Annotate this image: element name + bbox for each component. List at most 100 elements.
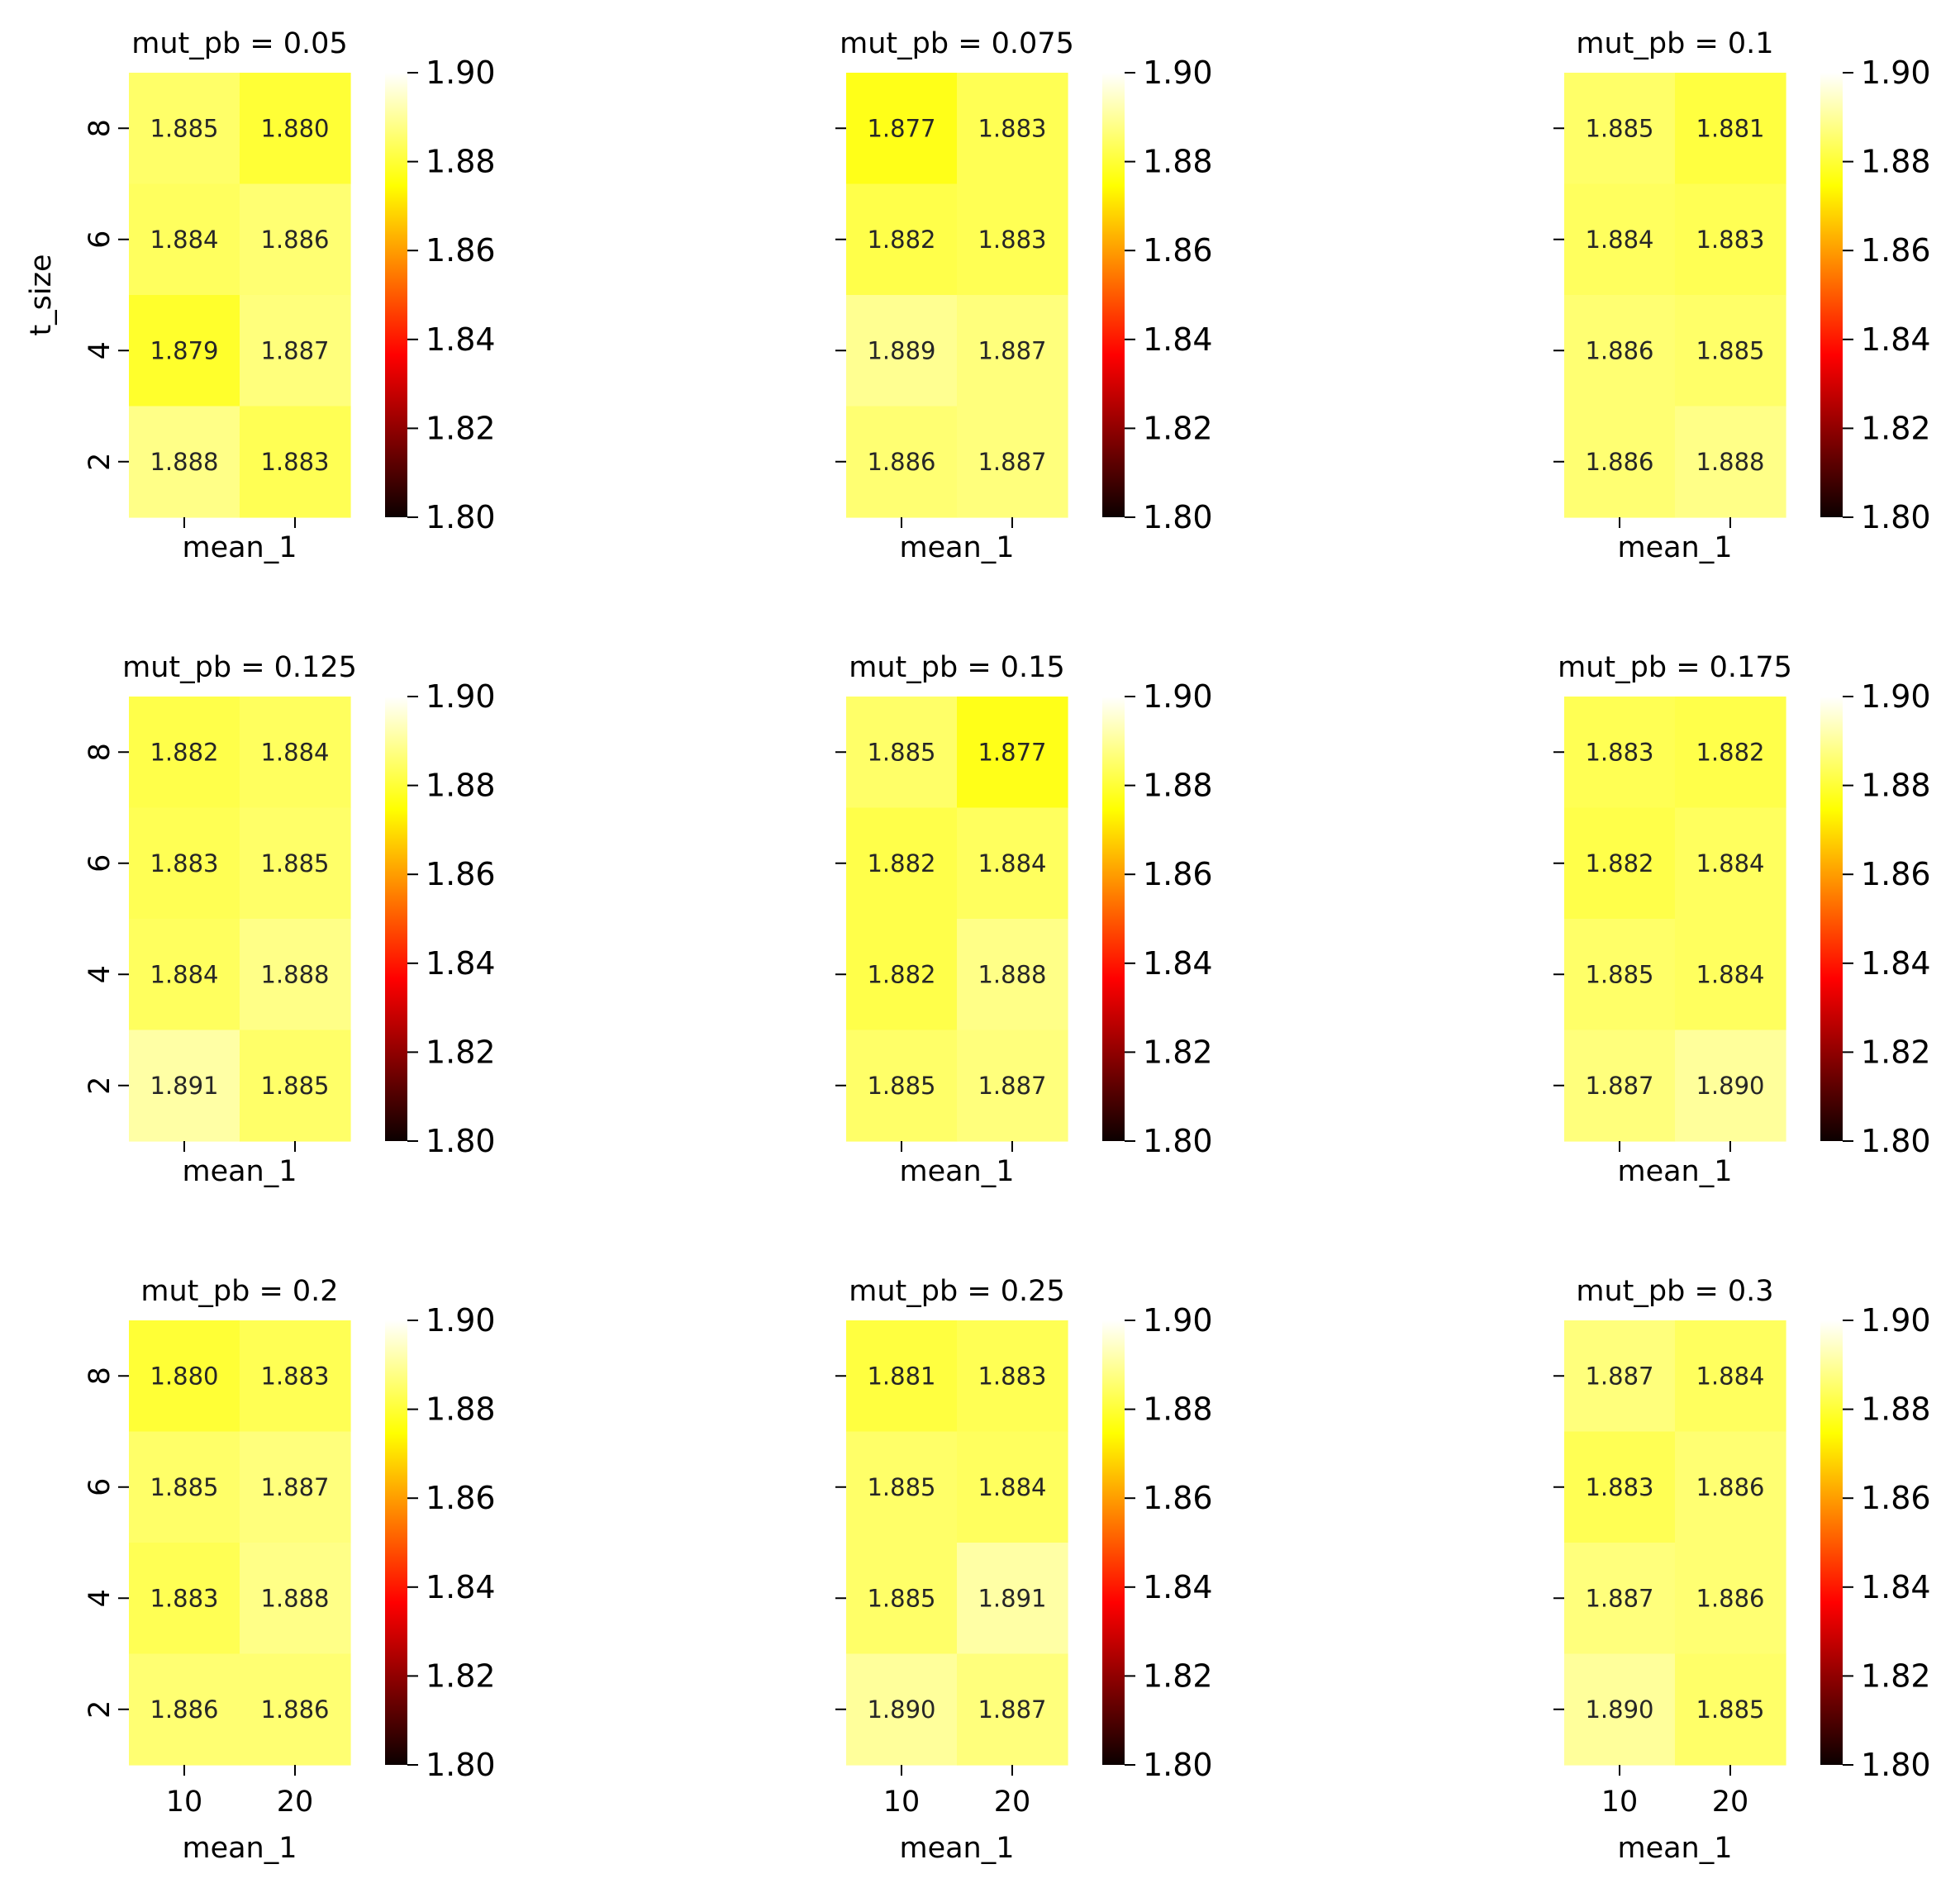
colorbar xyxy=(1102,697,1125,1141)
heatmap-cell xyxy=(129,1653,240,1766)
heatmap-cell xyxy=(1675,697,1786,809)
cell-value-label: 1.886 xyxy=(1696,1473,1764,1501)
colorbar-tick-label: 1.88 xyxy=(1861,1391,1931,1428)
y-tick-label: 6 xyxy=(83,854,117,873)
colorbar xyxy=(1820,697,1843,1141)
cell-value-label: 1.884 xyxy=(1696,960,1764,988)
colorbar-tick-label: 1.86 xyxy=(1143,1480,1213,1516)
colorbar-tick-label: 1.88 xyxy=(426,768,496,804)
colorbar-tick-label: 1.86 xyxy=(1861,232,1931,269)
x-axis-label: mean_1 xyxy=(182,1832,297,1865)
heatmap-cell xyxy=(129,1543,240,1655)
heatmap-cell xyxy=(1564,1030,1676,1142)
heatmap-cell xyxy=(1564,1543,1676,1655)
cell-value-label: 1.886 xyxy=(867,448,935,476)
colorbar-tick-label: 1.84 xyxy=(426,1569,496,1605)
y-tick-label: 2 xyxy=(83,1700,117,1719)
heatmap-cell xyxy=(957,697,1068,809)
heatmap-cell xyxy=(1564,183,1676,296)
cell-value-label: 1.885 xyxy=(1585,960,1653,988)
cell-value-label: 1.890 xyxy=(867,1695,935,1724)
y-tick-label: 2 xyxy=(83,1077,117,1095)
y-tick-label: 8 xyxy=(83,1367,117,1385)
heatmap-cell xyxy=(846,919,958,1031)
colorbar-tick-label: 1.82 xyxy=(1143,1657,1213,1694)
colorbar xyxy=(1102,73,1125,517)
colorbar-tick-label: 1.90 xyxy=(1143,55,1213,91)
heatmap-cell xyxy=(846,295,958,407)
colorbar-tick-label: 1.80 xyxy=(1861,1123,1931,1159)
heatmap-cell xyxy=(957,1030,1068,1142)
cell-value-label: 1.887 xyxy=(1585,1072,1653,1100)
cell-value-label: 1.882 xyxy=(1696,738,1764,766)
y-axis-label: t_size xyxy=(25,254,58,335)
colorbar-tick-label: 1.86 xyxy=(1861,856,1931,892)
heatmap-cell xyxy=(1675,1431,1786,1543)
heatmap-cell xyxy=(846,1030,958,1142)
heatmap-cell xyxy=(129,73,240,185)
cell-value-label: 1.885 xyxy=(867,1473,935,1501)
cell-value-label: 1.889 xyxy=(867,336,935,364)
colorbar-tick-label: 1.82 xyxy=(1143,410,1213,446)
cell-value-label: 1.883 xyxy=(1585,738,1653,766)
colorbar-tick-label: 1.90 xyxy=(1861,678,1931,715)
cell-value-label: 1.888 xyxy=(260,960,329,988)
colorbar-tick-label: 1.82 xyxy=(426,1034,496,1070)
cell-value-label: 1.890 xyxy=(1696,1072,1764,1100)
colorbar-tick-label: 1.80 xyxy=(1143,1747,1213,1783)
heatmap-cell xyxy=(129,183,240,296)
colorbar-tick-label: 1.80 xyxy=(426,1123,496,1159)
cell-value-label: 1.890 xyxy=(1585,1695,1653,1724)
cell-value-label: 1.883 xyxy=(1696,226,1764,254)
colorbar xyxy=(385,1320,407,1765)
cell-value-label: 1.882 xyxy=(867,849,935,877)
heatmap-cell xyxy=(240,1543,351,1655)
heatmap-cell xyxy=(1564,1653,1676,1766)
cell-value-label: 1.885 xyxy=(1696,336,1764,364)
cell-value-label: 1.887 xyxy=(260,1473,329,1501)
colorbar-tick-label: 1.88 xyxy=(426,1391,496,1428)
y-tick-label: 4 xyxy=(83,965,117,983)
colorbar-tick-label: 1.88 xyxy=(1143,144,1213,180)
heatmap-cell xyxy=(129,1320,240,1433)
heatmap-panel-9: mut_pb = 0.3 1.887 1.884 1.883 1.886 1.887 1.8… xyxy=(1553,1275,1931,1865)
cell-value-label: 1.885 xyxy=(867,738,935,766)
heatmap-cell xyxy=(957,73,1068,185)
panel-title: mut_pb = 0.1 xyxy=(1576,27,1773,60)
cell-value-label: 1.885 xyxy=(1585,114,1653,142)
colorbar xyxy=(385,73,407,517)
heatmap-panel-8: mut_pb = 0.25 1.881 1.883 1.885 1.884 1.885 1.… xyxy=(835,1275,1213,1865)
cell-value-label: 1.884 xyxy=(978,849,1046,877)
x-axis-label: mean_1 xyxy=(1617,531,1732,564)
panel-title: mut_pb = 0.125 xyxy=(122,651,357,684)
cell-value-label: 1.887 xyxy=(978,448,1046,476)
heatmap-cell xyxy=(129,406,240,518)
heatmap-cell xyxy=(1675,295,1786,407)
colorbar-tick-label: 1.84 xyxy=(1143,321,1213,358)
heatmap-cell xyxy=(240,1320,351,1433)
heatmap-cell xyxy=(129,697,240,809)
panel-title: mut_pb = 0.3 xyxy=(1576,1275,1773,1308)
cell-value-label: 1.882 xyxy=(150,738,218,766)
colorbar-tick-label: 1.90 xyxy=(426,55,496,91)
heatmap-cell xyxy=(957,406,1068,518)
colorbar-tick-label: 1.90 xyxy=(1861,1302,1931,1339)
cell-value-label: 1.885 xyxy=(1696,1695,1764,1724)
colorbar-tick-label: 1.82 xyxy=(1143,1034,1213,1070)
heatmap-cell xyxy=(240,919,351,1031)
colorbar-tick-label: 1.88 xyxy=(1861,144,1931,180)
cell-value-label: 1.877 xyxy=(867,114,935,142)
heatmap-cell xyxy=(240,295,351,407)
colorbar-tick-label: 1.84 xyxy=(426,945,496,982)
heatmap-cell xyxy=(1675,1030,1786,1142)
colorbar-tick-label: 1.80 xyxy=(426,1747,496,1783)
colorbar-tick-label: 1.86 xyxy=(426,232,496,269)
colorbar-tick-label: 1.86 xyxy=(1143,232,1213,269)
colorbar-tick-label: 1.80 xyxy=(426,499,496,535)
y-tick-label: 8 xyxy=(83,119,117,137)
heatmap-panel-7: mut_pb = 0.2 1.880 1.883 1.885 1.887 1.883 1.8… xyxy=(83,1275,496,1865)
heatmap-cell xyxy=(1675,1320,1786,1433)
x-axis-label: mean_1 xyxy=(182,1155,297,1188)
